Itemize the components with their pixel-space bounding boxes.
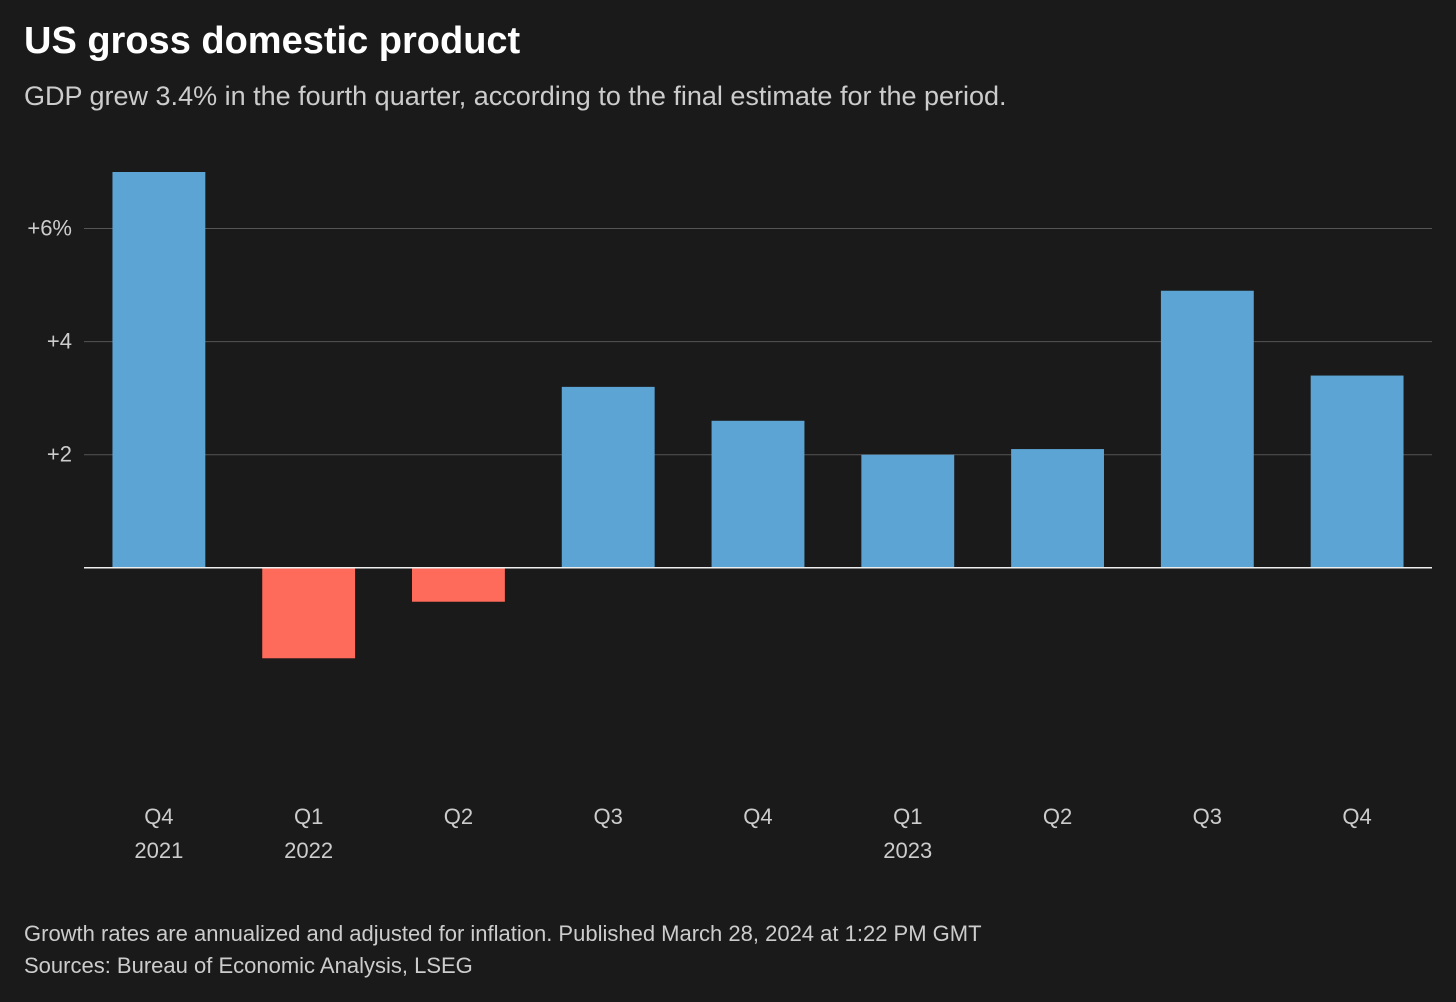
bar: [262, 568, 355, 658]
y-tick-label: +4: [47, 329, 72, 354]
y-tick-label: +6%: [27, 216, 72, 241]
x-tick-quarter: Q4: [1342, 804, 1371, 829]
x-tick-year: 2022: [284, 838, 333, 863]
x-tick-quarter: Q3: [1193, 804, 1222, 829]
x-tick-quarter: Q4: [743, 804, 772, 829]
bar: [112, 172, 205, 568]
chart-plot-area: +2 +4 +6% Q4 2021 Q1 2022 Q2 Q3 Q4 Q1 2023 Q2 Q3 Q4: [24, 172, 1432, 888]
bar: [861, 455, 954, 568]
footer-sources: Sources: Bureau of Economic Analysis, LS…: [24, 950, 1432, 982]
x-tick-quarter: Q1: [893, 804, 922, 829]
bar: [712, 421, 805, 568]
chart-title: US gross domestic product: [24, 20, 1432, 63]
x-tick-year: 2023: [883, 838, 932, 863]
chart-footer: Growth rates are annualized and adjusted…: [24, 918, 1432, 982]
chart-container: US gross domestic product GDP grew 3.4% …: [0, 0, 1456, 1002]
bar-chart-svg: +2 +4 +6% Q4 2021 Q1 2022 Q2 Q3 Q4 Q1 2023 Q2 Q3 Q4: [24, 172, 1432, 888]
x-tick-quarter: Q3: [594, 804, 623, 829]
chart-subtitle: GDP grew 3.4% in the fourth quarter, acc…: [24, 81, 1432, 112]
x-tick-quarter: Q2: [1043, 804, 1072, 829]
bar: [1311, 376, 1404, 568]
bar: [562, 387, 655, 568]
x-tick-quarter: Q1: [294, 804, 323, 829]
footer-note: Growth rates are annualized and adjusted…: [24, 918, 1432, 950]
bar: [412, 568, 505, 602]
x-tick-quarter: Q4: [144, 804, 173, 829]
bar: [1011, 449, 1104, 568]
bar: [1161, 291, 1254, 568]
x-tick-quarter: Q2: [444, 804, 473, 829]
y-tick-label: +2: [47, 442, 72, 467]
x-tick-year: 2021: [134, 838, 183, 863]
